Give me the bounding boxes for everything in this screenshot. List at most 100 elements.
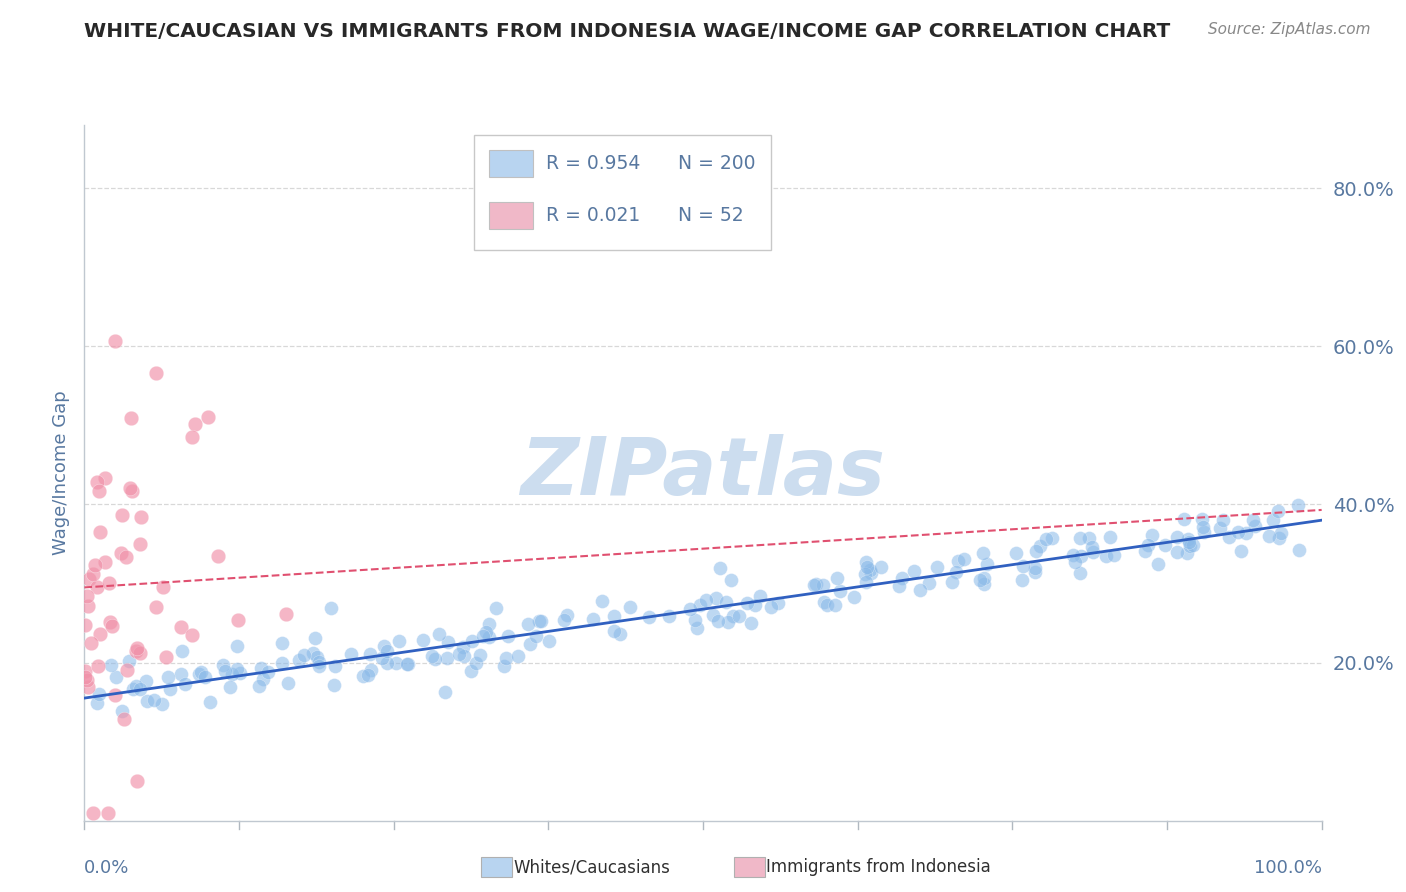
Point (150, 697, 173, 711)
Point (828, 583, 851, 598)
Point (1241, 513, 1264, 527)
Point (100, 657, 122, 672)
Point (1024, 565, 1046, 579)
Point (82, 566, 104, 581)
Point (101, 618, 124, 632)
Point (76, 589, 98, 603)
Point (111, 508, 134, 522)
Point (1286, 499, 1309, 513)
Point (582, 612, 605, 626)
Point (121, 483, 143, 498)
Point (170, 619, 193, 633)
Point (591, 594, 613, 608)
Point (155, 649, 177, 664)
Point (478, 616, 501, 631)
Point (207, 549, 229, 564)
Point (555, 608, 578, 623)
Point (530, 614, 553, 628)
Point (855, 575, 877, 590)
Point (73, 664, 96, 678)
Point (853, 567, 876, 582)
Point (855, 560, 877, 574)
Point (887, 578, 910, 592)
Point (129, 537, 152, 551)
Point (1230, 544, 1253, 558)
Point (89, 626, 111, 640)
Point (925, 559, 948, 574)
Point (855, 556, 877, 570)
Point (538, 634, 561, 648)
Point (120, 411, 142, 425)
Point (198, 695, 221, 709)
Point (87, 687, 110, 701)
Text: N = 52: N = 52 (678, 206, 744, 225)
Point (118, 655, 141, 669)
Point (1024, 561, 1046, 575)
Point (104, 688, 127, 702)
Point (1011, 574, 1033, 588)
Point (1035, 532, 1057, 546)
Point (305, 649, 328, 664)
Point (93, 470, 115, 484)
Point (375, 644, 398, 658)
Point (86, 580, 108, 594)
Point (891, 571, 914, 585)
Point (508, 648, 530, 663)
Point (702, 607, 724, 622)
Point (214, 665, 236, 679)
Point (910, 582, 932, 597)
Point (859, 563, 882, 577)
Point (128, 646, 150, 660)
Text: ZIPatlas: ZIPatlas (520, 434, 886, 512)
Point (1094, 549, 1116, 563)
Point (689, 598, 711, 612)
Point (136, 694, 159, 708)
Text: N = 200: N = 200 (678, 153, 756, 173)
Point (1012, 558, 1035, 573)
Point (1173, 512, 1195, 526)
Point (145, 366, 167, 380)
Point (720, 573, 742, 587)
Point (125, 679, 148, 693)
Point (385, 657, 408, 671)
Point (373, 640, 395, 654)
Point (97, 576, 120, 591)
Point (1175, 546, 1198, 560)
Point (704, 591, 727, 605)
Point (323, 678, 346, 692)
Point (1040, 531, 1063, 545)
Point (485, 601, 508, 615)
Text: Source: ZipAtlas.com: Source: ZipAtlas.com (1208, 22, 1371, 37)
Point (811, 577, 834, 591)
Point (869, 560, 891, 574)
Point (75, 670, 97, 684)
Point (98, 615, 121, 629)
Point (339, 647, 361, 661)
Point (498, 629, 520, 643)
Point (516, 616, 538, 631)
Point (145, 600, 167, 615)
Point (86, 696, 108, 710)
Point (170, 667, 193, 681)
Point (1178, 535, 1201, 549)
Point (735, 595, 758, 609)
Point (806, 577, 828, 591)
Text: 100.0%: 100.0% (1254, 859, 1322, 877)
Point (973, 577, 995, 591)
Point (97, 805, 120, 820)
Point (184, 417, 207, 431)
Point (759, 600, 782, 615)
Point (308, 659, 330, 673)
Point (695, 592, 717, 607)
Point (218, 680, 240, 694)
Point (1099, 530, 1122, 544)
Point (1192, 519, 1215, 533)
Point (110, 546, 132, 560)
Point (453, 648, 475, 663)
Point (658, 608, 681, 623)
Point (803, 577, 825, 591)
Point (170, 644, 193, 658)
Point (1209, 520, 1232, 534)
Point (468, 648, 491, 662)
Point (918, 576, 941, 591)
